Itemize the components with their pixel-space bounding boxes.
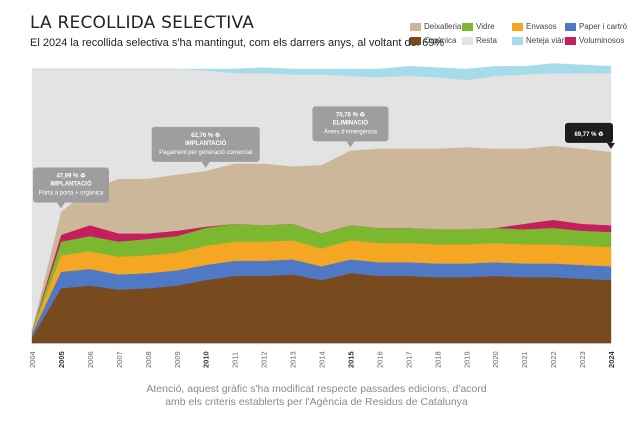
x-tick-label: 2021 bbox=[520, 351, 529, 368]
annotation-detail: Porta a porta + orgànica bbox=[39, 190, 104, 196]
legend-swatch bbox=[462, 22, 473, 31]
annotation-value: 47,99 % ♻ bbox=[56, 172, 85, 179]
x-tick-label: 2016 bbox=[375, 351, 384, 368]
footnote: Atenció, aquest gràfic s'ha modificat re… bbox=[0, 383, 633, 409]
footnote-line-1: Atenció, aquest gràfic s'ha modificat re… bbox=[146, 383, 487, 395]
x-tick-label: 2015 bbox=[346, 351, 355, 368]
annotation-2010: 62,76 % ♻IMPLANTACIÓ Pagament per generac… bbox=[151, 126, 260, 168]
legend-label: Neteja viària bbox=[526, 36, 571, 45]
annotation-pointer bbox=[346, 141, 355, 148]
legend-label: Vidre bbox=[476, 22, 495, 31]
legend-item-deixalleria: Deixalleria bbox=[410, 22, 462, 31]
x-tick-label: 2007 bbox=[115, 351, 124, 368]
x-tick-label: 2022 bbox=[549, 351, 558, 368]
x-tick-label: 2009 bbox=[173, 351, 182, 368]
x-tick-label: 2010 bbox=[202, 351, 211, 368]
legend-swatch bbox=[565, 36, 576, 45]
annotation-pointer bbox=[607, 142, 615, 149]
legend-label: Orgànica bbox=[424, 36, 457, 45]
chart-legend: Deixalleria Vidre Envasos Paper i cartró Org… bbox=[410, 22, 628, 45]
annotation-label: ELIMINACIÓ bbox=[333, 118, 369, 126]
annotation-pointer bbox=[201, 161, 210, 168]
legend-label: Voluminosos bbox=[579, 36, 625, 45]
chart-title: LA RECOLLIDA SELECTIVA bbox=[30, 13, 255, 33]
legend-item-neteja-viaria: Neteja viària bbox=[512, 36, 570, 45]
chart-subtitle: El 2024 la recollida selectiva s'ha mant… bbox=[30, 37, 445, 49]
annotation-value: 70,76 % ♻ bbox=[336, 111, 365, 118]
x-tick-label: 2006 bbox=[86, 351, 95, 368]
annotation-2015: 70,76 % ♻ELIMINACIÓ Àrees d'emergència bbox=[312, 106, 389, 148]
legend-swatch bbox=[410, 36, 421, 45]
x-tick-label: 2013 bbox=[289, 351, 298, 368]
annotation-box bbox=[565, 122, 613, 143]
legend-item-vidre: Vidre bbox=[462, 22, 512, 31]
annotation-box bbox=[33, 167, 109, 203]
x-tick-label: 2012 bbox=[260, 351, 269, 368]
footnote-line-2: amb els criteris establerts per l'Agènci… bbox=[165, 396, 468, 408]
legend-item-paper-i-cartro: Paper i cartró bbox=[565, 22, 628, 31]
annotation-box bbox=[151, 126, 260, 162]
legend-swatch bbox=[462, 36, 473, 45]
x-tick-label: 2005 bbox=[57, 351, 66, 368]
area-layer bbox=[31, 63, 612, 344]
x-tick-label: 2017 bbox=[404, 351, 413, 368]
x-tick-label: 2018 bbox=[433, 351, 442, 368]
annotation-value: 62,76 % ♻ bbox=[191, 132, 220, 139]
series-area-neteja-viaria bbox=[32, 63, 612, 81]
x-tick-label: 2014 bbox=[318, 351, 327, 368]
annotation-detail: Pagament per generació comercial bbox=[159, 150, 252, 156]
x-tick-label: 2023 bbox=[578, 351, 587, 368]
legend-swatch bbox=[410, 22, 421, 31]
annotation-box bbox=[312, 106, 389, 142]
legend-item-voluminosos: Voluminosos bbox=[565, 36, 625, 45]
legend-swatch bbox=[512, 36, 523, 45]
legend-item-resta: Resta bbox=[462, 36, 512, 45]
x-tick-label: 2011 bbox=[231, 352, 240, 368]
legend-swatch bbox=[512, 22, 523, 31]
legend-label: Resta bbox=[476, 36, 497, 45]
legend-item-envasos: Envasos bbox=[512, 22, 565, 31]
legend-swatch bbox=[565, 22, 576, 31]
legend-label: Paper i cartró bbox=[579, 22, 628, 31]
annotation-label: IMPLANTACIÓ bbox=[50, 179, 92, 187]
x-tick-label: 2004 bbox=[28, 351, 37, 368]
annotation-detail: Àrees d'emergència bbox=[324, 128, 378, 135]
x-tick-label: 2024 bbox=[607, 350, 616, 368]
annotation-label: IMPLANTACIÓ bbox=[185, 139, 227, 147]
legend-label: Deixalleria bbox=[424, 22, 462, 31]
annotation-pointer bbox=[56, 202, 65, 209]
legend-item-organica: Orgànica bbox=[410, 36, 462, 45]
annotation-2024: 69,77 % ♻ bbox=[565, 122, 615, 149]
x-tick-label: 2019 bbox=[462, 351, 471, 368]
annotation-value: 69,77 % ♻ bbox=[574, 131, 603, 138]
x-tick-label: 2020 bbox=[491, 351, 500, 368]
annotation-2005: 47,99 % ♻IMPLANTACIÓ Porta a porta + orgà… bbox=[33, 167, 109, 209]
x-tick-label: 2008 bbox=[144, 351, 153, 368]
legend-label: Envasos bbox=[526, 22, 557, 31]
